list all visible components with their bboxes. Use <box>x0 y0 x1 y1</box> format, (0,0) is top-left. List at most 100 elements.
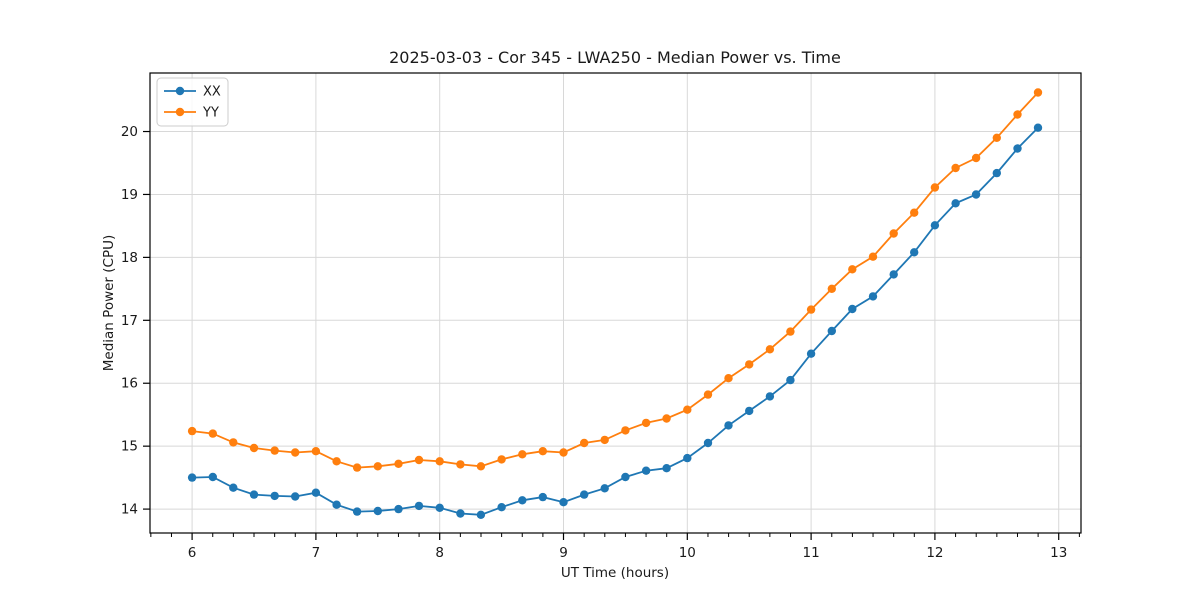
data-point-xx <box>270 491 279 501</box>
data-point-yy <box>724 374 733 383</box>
data-point-xx <box>703 438 713 448</box>
plot-border <box>149 72 1082 534</box>
x-tick-label: 8 <box>435 545 444 561</box>
data-series <box>187 88 1043 519</box>
data-point-yy <box>971 153 981 163</box>
legend-marker <box>175 107 185 117</box>
data-point-yy <box>703 390 713 399</box>
x-tick-label: 9 <box>559 545 568 561</box>
data-point-yy <box>910 208 919 217</box>
data-point-xx <box>456 509 465 518</box>
y-tick-label: 17 <box>121 313 138 329</box>
data-point-xx <box>394 504 403 514</box>
y-tick-label: 16 <box>121 376 138 392</box>
data-point-xx <box>497 503 506 512</box>
data-point-xx <box>951 199 960 208</box>
data-point-xx <box>291 492 300 501</box>
axis-ticks: 6 7 8 9 10 11 12 13 14 15 16 17 18 19 20 <box>121 124 1080 561</box>
data-point-xx <box>683 453 692 463</box>
data-point-yy <box>373 462 382 471</box>
data-point-xx <box>848 304 857 314</box>
data-point-yy <box>786 327 795 336</box>
data-point-yy <box>827 284 836 293</box>
data-point-xx <box>352 507 362 516</box>
data-point-xx <box>332 500 341 509</box>
data-point-xx <box>249 490 259 499</box>
y-tick-label: 20 <box>121 124 138 140</box>
data-point-yy <box>456 460 465 469</box>
data-point-xx <box>1013 144 1022 153</box>
data-point-yy <box>538 447 547 456</box>
data-point-xx <box>971 190 981 199</box>
data-point-xx <box>229 483 238 492</box>
data-point-yy <box>1013 110 1022 119</box>
data-point-xx <box>641 466 651 475</box>
data-point-xx <box>559 498 568 507</box>
data-point-xx <box>476 510 486 519</box>
legend: XX YY <box>156 77 229 127</box>
y-tick-label: 19 <box>121 187 138 203</box>
data-point-xx <box>373 506 382 516</box>
data-point-yy <box>930 183 940 192</box>
chart-title: 2025-03-03 - Cor 345 - LWA250 - Median P… <box>389 48 841 67</box>
data-point-xx <box>414 501 424 511</box>
x-tick-label: 7 <box>312 545 321 561</box>
data-point-yy <box>208 429 217 438</box>
data-point-yy <box>662 414 671 423</box>
data-point-xx <box>806 349 816 358</box>
data-point-yy <box>518 450 527 459</box>
series-line-xx <box>192 127 1039 516</box>
data-point-yy <box>745 360 754 369</box>
data-point-yy <box>580 438 589 448</box>
data-point-yy <box>806 305 816 314</box>
data-point-yy <box>497 455 506 464</box>
data-point-xx <box>311 488 321 497</box>
data-point-yy <box>311 447 321 456</box>
data-point-yy <box>249 443 259 453</box>
data-point-yy <box>332 457 341 466</box>
x-tick-label: 10 <box>679 545 696 561</box>
x-tick-label: 11 <box>803 545 820 561</box>
x-tick-label: 6 <box>188 545 197 561</box>
data-point-yy <box>992 133 1001 142</box>
data-point-yy <box>951 163 960 173</box>
data-point-xx <box>868 292 878 301</box>
data-point-xx <box>786 375 795 385</box>
y-tick-label: 14 <box>121 502 138 518</box>
x-tick-label: 13 <box>1050 545 1067 561</box>
series-line-yy <box>191 91 1039 469</box>
data-point-yy <box>414 455 424 465</box>
data-point-xx <box>724 421 733 430</box>
y-axis-label: Median Power (CPU) <box>101 235 117 371</box>
data-point-yy <box>848 265 857 274</box>
data-point-xx <box>992 168 1001 178</box>
data-point-yy <box>559 448 568 457</box>
data-point-xx <box>910 248 919 257</box>
y-tick-label: 18 <box>121 250 138 266</box>
data-point-yy <box>229 438 238 447</box>
legend-label-xx: XX <box>203 85 221 100</box>
data-point-yy <box>291 448 300 457</box>
data-point-xx <box>600 484 609 493</box>
data-point-yy <box>600 435 609 445</box>
data-point-yy <box>1033 88 1043 97</box>
data-point-xx <box>435 503 444 512</box>
data-point-xx <box>1033 123 1043 132</box>
data-point-xx <box>621 472 630 482</box>
data-point-xx <box>745 406 754 416</box>
data-point-xx <box>765 392 775 401</box>
data-point-yy <box>641 418 651 428</box>
data-point-xx <box>538 492 547 502</box>
data-point-yy <box>352 463 362 472</box>
data-point-yy <box>394 459 403 468</box>
y-tick-label: 15 <box>121 439 138 455</box>
data-point-yy <box>765 345 775 354</box>
x-axis-label: UT Time (hours) <box>561 565 669 581</box>
data-point-xx <box>827 326 836 336</box>
data-point-yy <box>683 405 692 414</box>
data-point-yy <box>476 462 486 471</box>
data-point-xx <box>889 270 898 279</box>
data-point-xx <box>518 496 527 505</box>
